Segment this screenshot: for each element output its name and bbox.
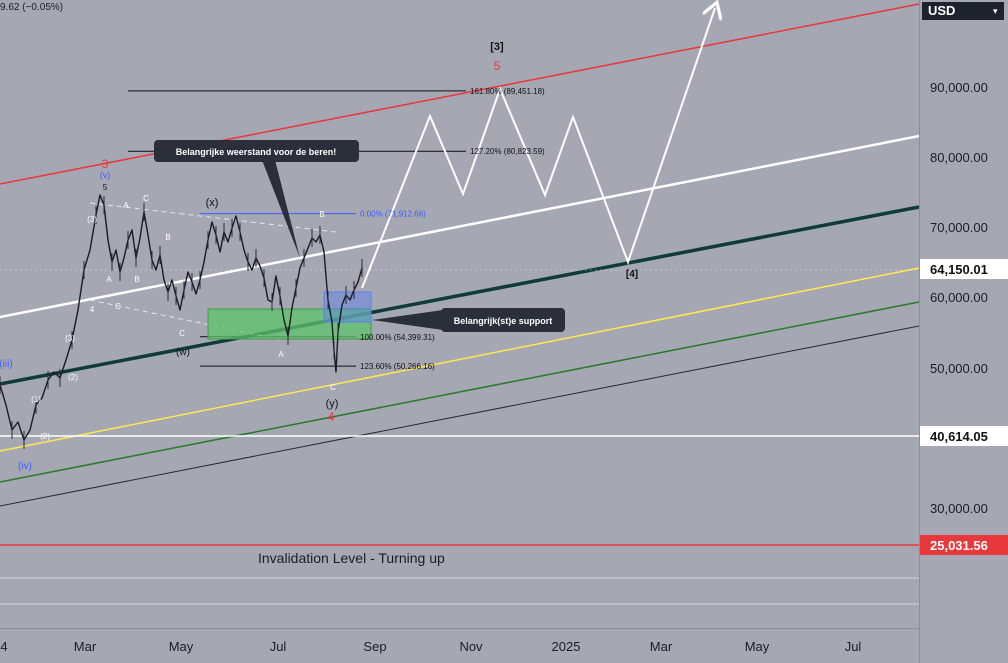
wave-label-w: (w)	[176, 347, 190, 358]
fib-level-label: 127.20% (80,823.59)	[470, 147, 545, 156]
price-tag-bg	[920, 259, 1008, 279]
x-tick-label: 4	[0, 639, 7, 654]
y-tick-label: 60,000.00	[930, 290, 988, 305]
price-change-readout: 9.62 (−0.05%)	[0, 2, 64, 13]
price-tag-bg	[920, 535, 1008, 555]
price-tag-label: 64,150.01	[930, 262, 988, 277]
x-tick-label: May	[745, 639, 770, 654]
callout-pointer	[245, 160, 300, 258]
fib-level-label: 161.80% (89,451.18)	[470, 87, 545, 96]
time-axis-divider	[0, 628, 919, 629]
wave-label-c: C	[143, 194, 149, 203]
fib-level-label: 123.60% (50,266.16)	[360, 362, 435, 371]
wave-label-small-2: (2)	[40, 432, 50, 441]
red-channel-line	[0, 3, 920, 185]
x-tick-label: Mar	[650, 639, 673, 654]
x-tick-label: Jul	[845, 639, 862, 654]
wave-label-3-red: 3	[102, 157, 109, 171]
wave-label-5: 5	[494, 59, 501, 73]
y-tick-label: 30,000.00	[930, 501, 988, 516]
white-channel-line	[0, 134, 920, 319]
wave-label-4-red: 4	[328, 410, 335, 424]
y-tick-label: 90,000.00	[930, 80, 988, 95]
wave-label-small-3b: (3)	[65, 334, 75, 343]
wave-label-small-1: (1)	[31, 395, 41, 404]
price-tag-bg	[920, 426, 1008, 446]
green-trend-line	[0, 301, 920, 483]
callout-text: Belangrijk(st)e support	[454, 316, 553, 326]
wave-label-4-major: [4]	[626, 269, 638, 280]
callout-box	[441, 308, 565, 332]
wave-label-v: (v)	[100, 170, 111, 180]
currency-badge[interactable]: USD	[922, 2, 1004, 20]
black-trend-line	[0, 325, 920, 507]
price-tag-label: 25,031.56	[930, 538, 988, 553]
target-box	[323, 291, 372, 323]
wave-label-x: (x)	[206, 197, 219, 209]
wave-label-c4: C	[330, 383, 336, 392]
x-tick-label: May	[169, 639, 194, 654]
wave-label-small-3: (3)	[87, 215, 97, 224]
wave-label-a: A	[123, 201, 129, 210]
wave-label-3-major: [3]	[490, 41, 504, 53]
y-tick-label: 80,000.00	[930, 150, 988, 165]
wave-label-small-4: 4	[90, 305, 95, 314]
wave-label-b2: B	[134, 275, 139, 284]
dark-trend-line	[0, 205, 920, 386]
wave-label-iii: (iii)	[0, 359, 13, 370]
wave-label-a2: A	[106, 275, 112, 284]
wave-label-small-5: 5	[103, 183, 108, 192]
x-tick-label: Jul	[270, 639, 287, 654]
wave-label-small-2b: (2)	[68, 373, 78, 382]
price-axis[interactable]	[919, 0, 1008, 663]
wave-label-b3: B	[319, 210, 324, 219]
callout-text: Belangrijke weerstand voor de beren!	[176, 147, 337, 157]
wave-label-a3: A	[278, 350, 284, 359]
fib-level-label: 0.00% (71,912.66)	[360, 210, 426, 219]
projection-path	[361, 8, 715, 289]
wave-label-iv: (iv)	[18, 461, 32, 472]
x-tick-label: 2025	[552, 639, 581, 654]
price-tag-label: 40,614.05	[930, 429, 988, 444]
callout-box	[154, 140, 359, 162]
wave-label-b: B	[165, 233, 170, 242]
chevron-down-icon[interactable]: ▾	[993, 6, 998, 16]
wave-label-c3: C	[179, 329, 185, 338]
yellow-trend-line	[0, 267, 920, 452]
x-tick-label: Sep	[363, 639, 386, 654]
y-tick-label: 70,000.00	[930, 220, 988, 235]
resistance-callout: Belangrijke weerstand voor de beren!	[154, 140, 359, 258]
fib-level-label: 100.00% (54,399.31)	[360, 333, 435, 342]
y-tick-label: 50,000.00	[930, 361, 988, 376]
support-callout: Belangrijk(st)e support	[372, 308, 565, 332]
x-tick-label: Mar	[74, 639, 97, 654]
invalidation-label: Invalidation Level - Turning up	[258, 550, 445, 566]
callout-pointer	[372, 310, 443, 330]
wave-label-c2: C	[115, 302, 121, 311]
wave-label-y: (y)	[326, 398, 339, 410]
x-tick-label: Nov	[459, 639, 483, 654]
